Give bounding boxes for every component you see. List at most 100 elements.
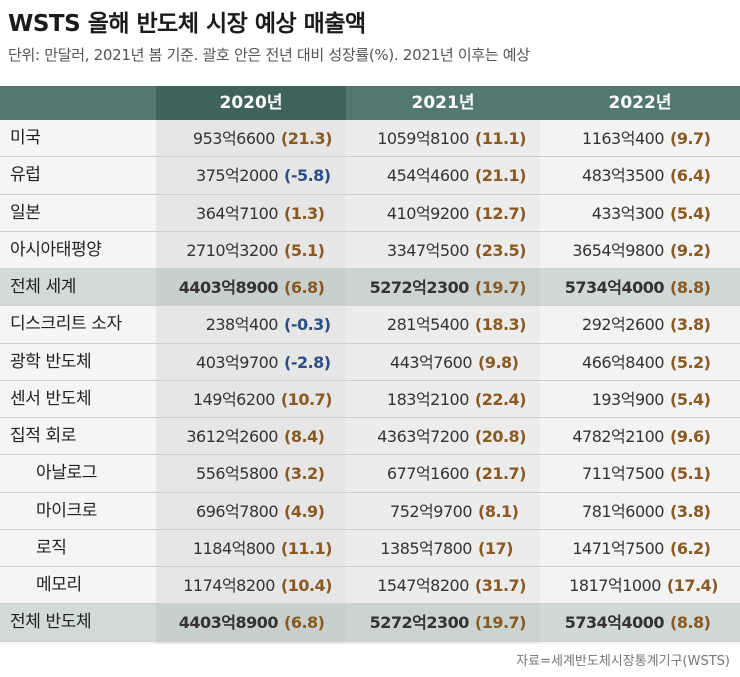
- growth-rate: (8.4): [284, 427, 325, 446]
- sales-value: 3612억2600: [186, 427, 278, 446]
- row-label: 아날로그: [36, 463, 97, 484]
- column-background-2022: [540, 86, 740, 644]
- sales-value: 443억7600: [390, 352, 472, 372]
- growth-rate: (8.8): [670, 278, 711, 297]
- table-body: 미국 953억6600 (21.3) 1059억8100 (11.1) 1163억400 (…: [0, 120, 740, 642]
- row-label: 유럽: [10, 165, 41, 186]
- table-row: 센서 반도체 149억6200 (10.7) 183억2100 (22.4) 193억90…: [0, 381, 740, 418]
- sales-value: 1184억800: [192, 538, 275, 558]
- value-cell-2021: 183억2100 (22.4): [346, 381, 540, 418]
- value-cell-2021: 1059억8100 (11.1): [346, 120, 540, 157]
- value-cell-2022: 433억300 (5.4): [540, 195, 740, 232]
- column-background-2021: [346, 86, 540, 644]
- growth-rate: (22.4): [474, 389, 527, 409]
- growth-rate: (3.8): [670, 501, 711, 521]
- growth-rate: (17.4): [666, 576, 719, 595]
- sales-value: 433억300: [591, 203, 665, 223]
- growth-rate: (3.8): [670, 315, 711, 335]
- growth-rate: (4.9): [284, 501, 325, 521]
- growth-rate: (5.1): [284, 240, 325, 260]
- sales-value: 1163억400: [582, 129, 664, 148]
- column-header-2021: 2021년: [411, 93, 475, 113]
- growth-rate: (21.1): [474, 166, 527, 186]
- growth-rate: (20.8): [474, 427, 527, 446]
- sales-value: 5272억2300: [369, 278, 470, 297]
- row-label: 디스크리트 소자: [10, 314, 122, 335]
- growth-rate: (5.4): [670, 389, 711, 409]
- value-cell-2021: 454억4600 (21.1): [346, 157, 540, 194]
- value-cell-2021: 443억7600 (9.8): [346, 344, 540, 381]
- sales-value: 5272억2300: [369, 613, 470, 633]
- sales-value: 3654억9800: [572, 240, 664, 260]
- sales-value: 696억7800: [196, 501, 278, 521]
- value-cell-2021: 1385억7800 (17): [346, 530, 540, 567]
- sales-value: 711억7500: [582, 464, 664, 484]
- growth-rate: (17): [478, 538, 513, 558]
- sales-value: 1471억7500: [572, 538, 664, 558]
- page-title: WSTS 올해 반도체 시장 예상 매출액: [8, 11, 366, 37]
- table-row: 디스크리트 소자 238억400 (-0.3) 281억5400 (18.3) 292억2…: [0, 306, 740, 344]
- value-cell-2022: 1471억7500 (6.2): [540, 530, 740, 567]
- value-cell-2022: 781억6000 (3.8): [540, 493, 740, 530]
- row-label: 마이크로: [36, 500, 97, 521]
- table-row: 메모리 1174억8200 (10.4) 1547억8200 (31.7) 1817억10…: [0, 567, 740, 605]
- growth-rate: (-0.3): [284, 315, 331, 335]
- row-label: 미국: [10, 128, 41, 148]
- growth-rate: (5.2): [670, 352, 711, 372]
- sales-value: 1547억8200: [377, 576, 469, 595]
- sales-table: 2020년 2021년 2022년 미국 953억6600 (21.3) 1059억8…: [0, 86, 740, 644]
- table-row: 마이크로 696억7800 (4.9) 752억9700 (8.1) 781억6000 (3…: [0, 493, 740, 530]
- growth-rate: (6.2): [670, 538, 711, 558]
- sales-value: 953억6600: [192, 129, 275, 148]
- table-row: 유럽 375억2000 (-5.8) 454억4600 (21.1) 483억3500 (6…: [0, 157, 740, 195]
- growth-rate: (8.8): [670, 613, 711, 633]
- value-cell-2022: 5734억4000 (8.8): [540, 269, 740, 306]
- growth-rate: (5.4): [670, 203, 711, 223]
- sales-value: 677억1600: [386, 464, 469, 484]
- sales-value: 1385억7800: [380, 538, 472, 558]
- value-cell-2022: 292억2600 (3.8): [540, 306, 740, 343]
- column-header-2022: 2022년: [608, 93, 672, 113]
- growth-rate: (11.1): [474, 129, 527, 148]
- sales-value: 5734억4000: [564, 278, 665, 297]
- growth-rate: (9.2): [670, 240, 711, 260]
- value-cell-2020: 149억6200 (10.7): [156, 381, 346, 418]
- value-cell-2020: 1184억800 (11.1): [156, 530, 346, 567]
- sales-value: 292억2600: [582, 315, 664, 335]
- value-cell-2020: 364억7100 (1.3): [156, 195, 346, 232]
- sales-value: 4403억8900: [178, 613, 279, 633]
- sales-value: 2710억3200: [186, 240, 278, 260]
- table-total-row: 전체 세계 4403억8900 (6.8) 5272억2300 (19.7) 5734억4…: [0, 269, 740, 307]
- row-label: 메모리: [36, 575, 82, 595]
- page-subtitle: 단위: 만달러, 2021년 봄 기준. 괄호 안은 전년 대비 성장률(%).…: [8, 46, 530, 64]
- value-cell-2021: 5272억2300 (19.7): [346, 269, 540, 306]
- growth-rate: (-5.8): [284, 166, 331, 186]
- value-cell-2020: 696억7800 (4.9): [156, 493, 346, 530]
- value-cell-2020: 4403억8900 (6.8): [156, 269, 346, 306]
- sales-value: 5734억4000: [564, 613, 665, 633]
- growth-rate: (19.7): [474, 613, 527, 633]
- value-cell-2020: 1174억8200 (10.4): [156, 567, 346, 604]
- growth-rate: (9.7): [670, 129, 711, 148]
- value-cell-2021: 5272억2300 (19.7): [346, 604, 540, 641]
- sales-value: 454억4600: [386, 166, 469, 186]
- source-note: 자료=세계반도체시장통계기구(WSTS): [516, 654, 730, 669]
- sales-value: 281억5400: [386, 315, 469, 335]
- table-row: 집적 회로 3612억2600 (8.4) 4363억7200 (20.8) 4782억2…: [0, 418, 740, 456]
- value-cell-2020: 4403억8900 (6.8): [156, 604, 346, 641]
- sales-value: 149억6200: [192, 389, 275, 409]
- growth-rate: (18.3): [474, 315, 527, 335]
- growth-rate: (10.7): [280, 389, 333, 409]
- growth-rate: (19.7): [474, 278, 527, 297]
- growth-rate: (9.6): [670, 427, 711, 446]
- sales-value: 3347억500: [386, 240, 469, 260]
- value-cell-2021: 4363억7200 (20.8): [346, 418, 540, 455]
- growth-rate: (21.7): [474, 464, 527, 484]
- table-total-row: 전체 반도체 4403억8900 (6.8) 5272억2300 (19.7) 5734억…: [0, 604, 740, 642]
- growth-rate: (23.5): [474, 240, 527, 260]
- sales-value: 193억900: [591, 389, 665, 409]
- growth-rate: (21.3): [280, 129, 333, 148]
- table-row: 일본 364억7100 (1.3) 410억9200 (12.7) 433억300 (5.4…: [0, 195, 740, 232]
- sales-value: 183억2100: [386, 389, 469, 409]
- value-cell-2022: 4782억2100 (9.6): [540, 418, 740, 455]
